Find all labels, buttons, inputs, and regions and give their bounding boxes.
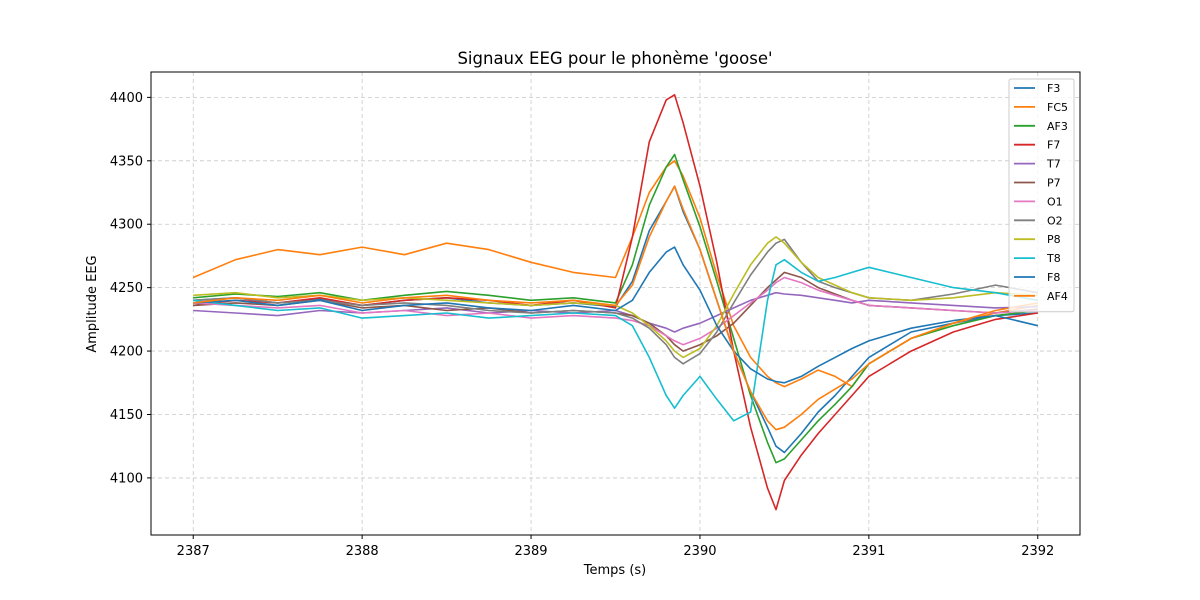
x-tick-label: 2392 bbox=[1021, 544, 1054, 559]
legend: F3 FC5 AF3 F7 T7 P7 O1 O2 P8 T8 F8 AF4 bbox=[1008, 78, 1075, 313]
y-tick-label: 4400 bbox=[110, 91, 143, 106]
y-tick-label: 4100 bbox=[110, 471, 143, 486]
legend-label: FC5 bbox=[1047, 101, 1068, 114]
y-axis-ticks: 4100 4150 4200 4250 4300 4350 4400 bbox=[110, 91, 151, 486]
series-line-f8 bbox=[193, 246, 1038, 384]
x-tick-label: 2388 bbox=[346, 544, 379, 559]
series-lines bbox=[192, 94, 1038, 511]
series-line-t7 bbox=[193, 291, 1038, 333]
series-line-p8 bbox=[193, 236, 1038, 359]
x-tick-label: 2391 bbox=[852, 544, 885, 559]
legend-label: F3 bbox=[1047, 82, 1060, 95]
y-axis-label: Amplitude EEG bbox=[85, 255, 100, 352]
legend-label: O2 bbox=[1047, 214, 1063, 227]
series-line-fc5 bbox=[192, 160, 1038, 388]
legend-label: AF3 bbox=[1047, 120, 1068, 133]
chart-title: Signaux EEG pour le phonème 'goose' bbox=[457, 49, 772, 68]
series-line-f7 bbox=[193, 94, 1038, 511]
legend-label: AF4 bbox=[1047, 290, 1068, 303]
y-tick-label: 4350 bbox=[110, 154, 143, 169]
y-tick-label: 4300 bbox=[110, 218, 143, 233]
legend-label: T8 bbox=[1046, 252, 1061, 265]
x-axis-ticks: 2387 2388 2389 2390 2391 2392 bbox=[177, 535, 1054, 559]
legend-label: F8 bbox=[1047, 271, 1060, 284]
legend-label: O1 bbox=[1047, 195, 1063, 208]
y-tick-label: 4200 bbox=[110, 345, 143, 360]
y-tick-label: 4250 bbox=[110, 281, 143, 296]
series-line-o1 bbox=[193, 276, 1038, 346]
legend-label: F7 bbox=[1047, 139, 1060, 152]
x-tick-label: 2387 bbox=[177, 544, 210, 559]
x-axis-label: Temps (s) bbox=[583, 563, 646, 578]
y-tick-label: 4150 bbox=[110, 408, 143, 423]
x-tick-label: 2389 bbox=[514, 544, 547, 559]
series-line-af4 bbox=[193, 185, 1038, 431]
legend-label: P7 bbox=[1047, 177, 1061, 190]
plot-frame bbox=[150, 71, 1081, 536]
series-line-af3 bbox=[193, 153, 1038, 464]
legend-label: P8 bbox=[1047, 233, 1061, 246]
legend-label: T7 bbox=[1046, 158, 1061, 171]
x-tick-label: 2390 bbox=[683, 544, 716, 559]
legend-box bbox=[1008, 78, 1075, 313]
series-line-t8 bbox=[193, 258, 1038, 422]
